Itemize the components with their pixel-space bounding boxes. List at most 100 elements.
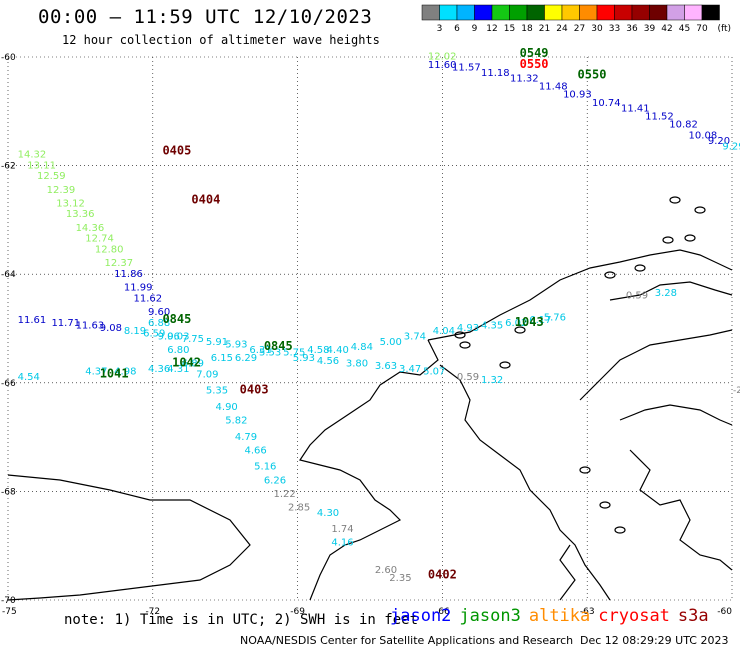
swh-label: 9.60 bbox=[148, 307, 170, 318]
pass-time-label: 0404 bbox=[191, 193, 220, 207]
color-scale-tick: 27 bbox=[574, 24, 585, 34]
swh-label: 10.82 bbox=[669, 120, 698, 131]
swh-label: 11.86 bbox=[114, 269, 143, 280]
swh-label: 6.80 bbox=[167, 345, 189, 356]
swh-label: 9.08 bbox=[100, 323, 122, 334]
swh-label: 4.98 bbox=[114, 367, 136, 378]
pass-time-label: 0403 bbox=[240, 383, 269, 397]
legend-item-jason2: jason2 bbox=[390, 606, 452, 626]
swh-label: 5.82 bbox=[225, 416, 247, 427]
swh-label: 3.47 bbox=[399, 364, 421, 375]
swh-label: 13.12 bbox=[56, 198, 85, 209]
swh-label: 11.61 bbox=[18, 315, 47, 326]
swh-label: 4.04 bbox=[433, 326, 455, 337]
color-scale-swatch bbox=[701, 4, 720, 21]
graticule bbox=[8, 57, 732, 600]
swh-label: 9.06 bbox=[158, 331, 180, 342]
color-scale-tick: 33 bbox=[609, 24, 620, 34]
latitude-label: -64 bbox=[1, 270, 16, 280]
swh-label: 4.30 bbox=[317, 508, 339, 519]
swh-label: 5.53 bbox=[259, 348, 281, 359]
pass-time-label: 0845 bbox=[162, 312, 191, 326]
pass-time-label: 1042 bbox=[172, 356, 201, 370]
swh-label: 6.89 bbox=[182, 359, 204, 370]
swh-label: 7.09 bbox=[196, 369, 218, 380]
swh-label: 11.52 bbox=[645, 111, 674, 122]
swh-label: 6.17 bbox=[529, 315, 551, 326]
legend-item-jason3: jason3 bbox=[459, 606, 521, 626]
color-scale-tick: 9 bbox=[472, 24, 478, 34]
longitude-label: -66 bbox=[435, 607, 450, 617]
pass-time-label: 0845 bbox=[264, 339, 293, 353]
swh-label: 6.31 bbox=[249, 345, 271, 356]
color-scale-tick: 70 bbox=[696, 24, 708, 34]
swh-label: 12.80 bbox=[95, 244, 124, 255]
page-subtitle: 12 hour collection of altimeter wave hei… bbox=[62, 33, 380, 47]
longitude-label: -75 bbox=[2, 607, 17, 617]
swh-label: 3.74 bbox=[404, 331, 426, 342]
swh-label: 4.93 bbox=[457, 323, 479, 334]
color-scale-tick: 6 bbox=[454, 24, 460, 34]
swh-label: 10.74 bbox=[592, 98, 621, 109]
swh-label: 13.36 bbox=[66, 209, 95, 220]
swh-label: 4.66 bbox=[245, 445, 267, 456]
satellite-legend: jason2 jason3 altika cryosat s3a bbox=[390, 606, 717, 626]
swh-label: 6.15 bbox=[211, 353, 233, 364]
swh-label: 10.93 bbox=[563, 90, 592, 101]
latitude-label: -70 bbox=[1, 596, 16, 606]
swh-label: 14.32 bbox=[18, 149, 47, 160]
legend-item-s3a: s3a bbox=[677, 606, 709, 626]
longitude-label: -69 bbox=[290, 607, 305, 617]
swh-label: 4.31 bbox=[167, 364, 189, 375]
swh-label: 12.59 bbox=[37, 171, 66, 182]
swh-label: 4.54 bbox=[18, 372, 40, 383]
legend-item-altika: altika bbox=[528, 606, 591, 626]
pass-time-label: 0549 bbox=[520, 46, 549, 60]
page-title: 00:00 – 11:59 UTC 12/10/2023 bbox=[38, 6, 373, 28]
swh-label: 4.35 bbox=[481, 321, 503, 332]
swh-label: 4.16 bbox=[331, 538, 353, 549]
credit-line: NOAA/NESDIS Center for Satellite Applica… bbox=[240, 634, 574, 647]
color-scale-tick: 45 bbox=[679, 24, 690, 34]
swh-label: 12.02 bbox=[428, 52, 457, 63]
footer-note: note: 1) Time is in UTC; 2) SWH is in fe… bbox=[64, 612, 419, 628]
swh-label: 4.40 bbox=[327, 345, 349, 356]
swh-label: 11.62 bbox=[133, 293, 162, 304]
swh-label: 8.19 bbox=[124, 326, 146, 337]
color-scale-tick: 3 bbox=[437, 24, 443, 34]
swh-label: 4.84 bbox=[351, 342, 373, 353]
swh-label: 5.75 bbox=[283, 348, 305, 359]
swh-label: 6.26 bbox=[264, 475, 286, 486]
swh-label: 4.56 bbox=[317, 356, 339, 367]
swh-label: 5.07 bbox=[423, 367, 445, 378]
swh-label: 6.59 bbox=[143, 329, 165, 340]
swh-label: 6.02 bbox=[505, 318, 527, 329]
swh-label: 11.99 bbox=[124, 282, 153, 293]
swh-label: 0.59 bbox=[626, 291, 648, 302]
swh-label: 9.20 bbox=[708, 136, 730, 147]
swh-label: 5.35 bbox=[206, 386, 228, 397]
swh-label: 0.59 bbox=[457, 372, 479, 383]
swh-label: 1.32 bbox=[481, 375, 503, 386]
color-scale-tick: 12 bbox=[486, 24, 497, 34]
swh-label: 1.22 bbox=[273, 489, 295, 500]
color-scale-tick: 15 bbox=[504, 24, 515, 34]
swh-label: 4.36 bbox=[148, 364, 170, 375]
swh-label: 11.18 bbox=[481, 68, 510, 79]
color-scale-bar: 3 6 9 12 15 18 21 24 27 30 33 36 39 42 45 70 (ft) bbox=[421, 4, 731, 34]
coastline bbox=[7, 196, 733, 601]
pass-time-label: 0405 bbox=[162, 144, 191, 158]
swh-label: 13.11 bbox=[27, 160, 56, 171]
swh-label: 3.63 bbox=[375, 361, 397, 372]
pass-time-label: 1041 bbox=[100, 366, 129, 380]
swh-label: 3.28 bbox=[655, 288, 677, 299]
pass-time-label: 1043 bbox=[515, 315, 544, 329]
swh-label: 4.37 bbox=[85, 367, 107, 378]
swh-label: 2.60 bbox=[375, 565, 397, 576]
legend-item-cryosat: cryosat bbox=[598, 606, 670, 626]
latitude-label: -62 bbox=[1, 162, 16, 172]
swh-label: 5.93 bbox=[293, 353, 315, 364]
swh-label: 9.03 bbox=[167, 331, 189, 342]
swh-label: 11.57 bbox=[452, 63, 481, 74]
swh-label: 4.90 bbox=[216, 402, 238, 413]
